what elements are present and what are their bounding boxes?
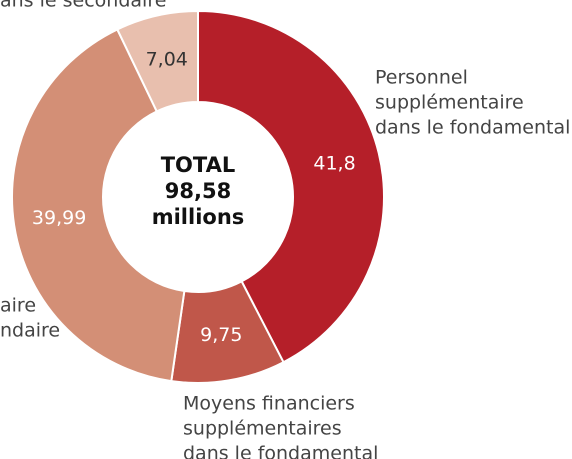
category-label: aire [0, 295, 36, 317]
category-label: dans le fondamental [183, 443, 378, 459]
category-label: ndaire [0, 320, 60, 342]
center-text: 98,58 [165, 179, 231, 203]
value-label: 41,8 [313, 152, 355, 174]
category-label: dans le fondamental [375, 117, 570, 139]
slice [197, 9, 385, 364]
value-label: 7,04 [146, 49, 188, 71]
slice [115, 9, 199, 113]
category-label: Moyens financiers [183, 393, 355, 415]
category-label: ans le secondaire [0, 0, 166, 12]
value-label: 39,99 [32, 207, 86, 229]
category-label: supplémentaires [183, 418, 342, 440]
slice [11, 28, 186, 383]
center-text: millions [152, 205, 245, 229]
value-label: 9,75 [200, 324, 242, 346]
category-label: supplémentaire [375, 92, 524, 114]
center-text: TOTAL [161, 153, 236, 177]
category-label: Personnel [375, 67, 468, 89]
